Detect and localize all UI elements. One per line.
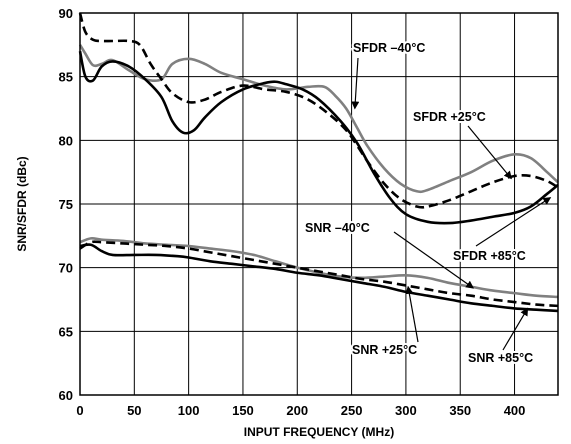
- y-tick-label: 70: [59, 261, 73, 276]
- x-tick-label: 100: [178, 403, 200, 418]
- plot-frame: [79, 12, 559, 396]
- x-tick-label: 400: [504, 403, 526, 418]
- series-line-sfdr-plus25-c: [78, 12, 559, 209]
- series-line-sfdr-minus40-c: [78, 44, 559, 194]
- tick-labels: 0 50 100 150 200 250 300 350 400 60 65 70 75 80 85 90: [59, 6, 526, 418]
- x-tick-label: 200: [286, 403, 308, 418]
- x-tick-label: 0: [76, 403, 83, 418]
- x-tick-label: 150: [232, 403, 254, 418]
- y-tick-label: 60: [59, 388, 73, 403]
- y-tick-label: 75: [59, 197, 73, 212]
- annotation-arrow: [351, 57, 360, 110]
- series-lines: [78, 12, 559, 313]
- x-tick-label: 350: [449, 403, 471, 418]
- y-tick-label: 85: [59, 70, 73, 85]
- annotation-arrow: [393, 231, 475, 289]
- x-tick-label: 300: [395, 403, 417, 418]
- series-line-snr-plus25-c: [79, 240, 559, 308]
- annotation-label-snr-minus40-c: SNR –40°C: [305, 221, 370, 235]
- y-axis-title: SNR/SFDR (dBc): [15, 156, 29, 251]
- series-line-snr-plus85-c: [79, 243, 559, 313]
- series-line-sfdr-plus85-c: [78, 50, 559, 225]
- annotation-arrow: [467, 125, 512, 180]
- annotation-label-snr-plus25-c: SNR +25°C: [352, 343, 417, 357]
- annotations: SFDR –40°C SFDR +25°C SFDR +85°C SNR –40°C S…: [303, 39, 552, 367]
- annotation-arrow: [502, 307, 529, 351]
- annotation-label-sfdr-plus25-c: SFDR +25°C: [413, 110, 486, 124]
- x-tick-label: 250: [341, 403, 363, 418]
- y-tick-label: 65: [59, 324, 73, 339]
- x-axis-title: INPUT FREQUENCY (MHz): [244, 425, 394, 439]
- annotation-label-snr-plus85-c: SNR +85°C: [468, 351, 533, 365]
- grid-lines: [80, 13, 558, 395]
- y-tick-label: 80: [59, 133, 73, 148]
- x-tick-label: 50: [127, 403, 141, 418]
- annotation-arrow: [405, 285, 419, 343]
- annotation-arrow: [475, 197, 552, 247]
- annotation-label-sfdr-plus85-c: SFDR +85°C: [453, 249, 526, 263]
- y-tick-label: 90: [59, 6, 73, 21]
- annotation-label-sfdr-minus40-c: SFDR –40°C: [353, 41, 425, 55]
